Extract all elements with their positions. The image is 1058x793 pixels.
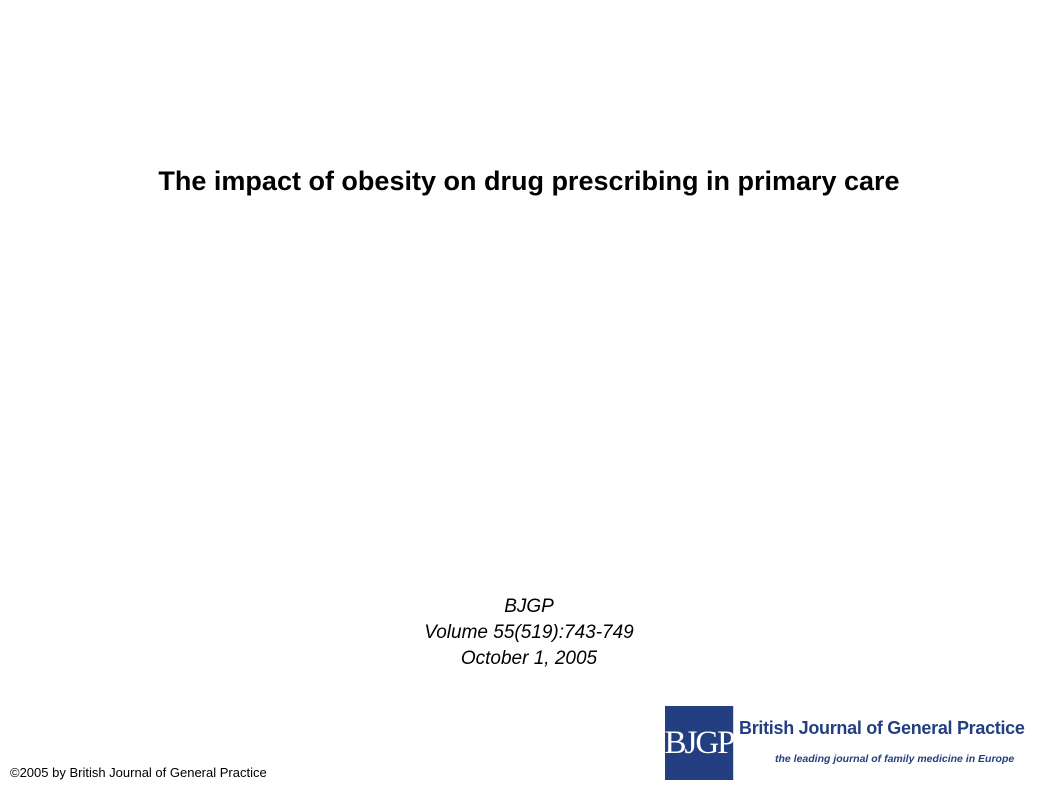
citation-journal: BJGP bbox=[504, 596, 554, 617]
citation-volume: Volume 55(519):743-749 bbox=[424, 622, 634, 643]
bjgp-logo: BJGP British Journal of General Practice… bbox=[664, 706, 1043, 780]
citation-date: October 1, 2005 bbox=[460, 648, 598, 669]
copyright-notice: ©2005 by British Journal of General Prac… bbox=[10, 765, 267, 780]
bjgp-logo-name: British Journal of General Practice bbox=[739, 718, 1025, 738]
bjgp-logo-mark-text: BJGP bbox=[664, 724, 735, 761]
bjgp-logo-tagline: the leading journal of family medicine i… bbox=[775, 753, 1015, 765]
citation-block: BJGP Volume 55(519):743-749 October 1, 2… bbox=[0, 594, 1058, 672]
slide-title: The impact of obesity on drug prescribin… bbox=[158, 166, 900, 196]
bjgp-logo-mark: BJGP bbox=[664, 706, 736, 780]
